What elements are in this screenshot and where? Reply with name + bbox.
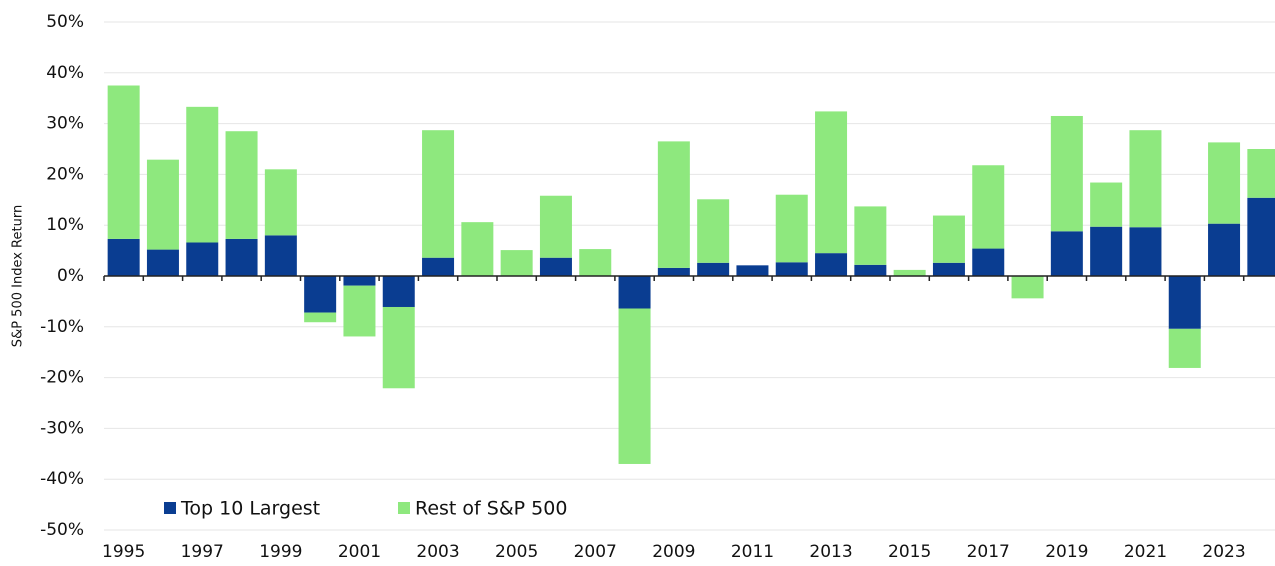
bar-segment — [1208, 223, 1241, 276]
bar-segment — [304, 276, 337, 313]
x-tick-label: 2023 — [1202, 542, 1245, 562]
legend-swatch — [164, 502, 176, 514]
y-axis-label: S&P 500 Index Return — [11, 205, 26, 347]
bar-segment — [422, 257, 455, 276]
bar-segment — [382, 306, 415, 389]
y-tick-label: 30% — [46, 114, 84, 134]
bar-segment — [343, 276, 376, 286]
x-tick-label: 2003 — [416, 542, 459, 562]
bar-segment — [972, 165, 1005, 249]
y-tick-label: -40% — [40, 469, 84, 489]
x-tick-label: 1997 — [181, 542, 224, 562]
bar-segment — [382, 276, 415, 307]
bar-segment — [854, 206, 887, 265]
bar-segment — [1129, 227, 1162, 276]
x-tick-label: 2021 — [1124, 542, 1167, 562]
bar-segment — [775, 262, 808, 276]
bar-segment — [697, 262, 730, 276]
x-tick-label: 2011 — [731, 542, 774, 562]
bar-segment — [1168, 276, 1201, 329]
bar-segment — [579, 249, 612, 276]
y-tick-label: 40% — [46, 63, 84, 83]
bar-segment — [1090, 226, 1123, 276]
y-tick-label: -10% — [40, 317, 84, 337]
bar-segment — [225, 238, 258, 276]
bar-segment — [893, 269, 926, 276]
bar-segment — [304, 312, 337, 323]
y-tick-label: -20% — [40, 368, 84, 388]
x-tick-label: 2005 — [495, 542, 538, 562]
bar-segment — [186, 106, 219, 243]
y-tick-label: -50% — [40, 520, 84, 540]
x-tick-label: 2009 — [652, 542, 695, 562]
y-tick-label: 50% — [46, 12, 84, 32]
y-tick-label: -30% — [40, 418, 84, 438]
bar-segment — [186, 242, 219, 276]
x-tick-label: 2007 — [574, 542, 617, 562]
bar-segment — [539, 195, 572, 258]
bar-segment — [107, 85, 140, 239]
bar-segment — [264, 169, 297, 236]
x-tick-label: 2017 — [967, 542, 1010, 562]
bar-segment — [932, 215, 965, 263]
bar-segment — [1208, 142, 1241, 224]
bar-segment — [932, 262, 965, 276]
legend-swatch — [398, 502, 410, 514]
bar-segment — [461, 222, 494, 276]
bar-segment — [146, 249, 179, 276]
bar-segment — [1129, 130, 1162, 228]
bar-segment — [775, 194, 808, 263]
bar-segment — [618, 308, 651, 464]
bar-segment — [1050, 231, 1083, 276]
bar-segment — [657, 141, 690, 268]
bar-segment — [697, 199, 730, 263]
x-tick-label: 1999 — [259, 542, 302, 562]
bar-segment — [146, 159, 179, 250]
bar-segment — [107, 238, 140, 276]
y-tick-label: 0% — [57, 266, 84, 286]
bar-segment — [1168, 328, 1201, 368]
bar-segment — [422, 130, 455, 258]
legend-label: Top 10 Largest — [180, 498, 320, 520]
bar-segment — [225, 131, 258, 239]
bar-segment — [736, 265, 769, 276]
bar-segment — [1247, 197, 1275, 276]
bar-segment — [1011, 276, 1044, 299]
bar-segment — [854, 264, 887, 276]
bar-segment — [972, 248, 1005, 276]
x-tick-label: 2013 — [809, 542, 852, 562]
bar-segment — [1050, 115, 1083, 232]
bar-segment — [815, 253, 848, 276]
bar-segment — [343, 285, 376, 337]
bar-segment — [1247, 149, 1275, 198]
x-tick-label: 2001 — [338, 542, 381, 562]
x-tick-label: 2019 — [1045, 542, 1088, 562]
x-tick-label: 1995 — [102, 542, 145, 562]
bar-segment — [657, 267, 690, 276]
bar-segment — [1090, 182, 1123, 227]
bar-segment — [500, 250, 533, 276]
x-tick-label: 2015 — [888, 542, 931, 562]
y-tick-label: 20% — [46, 164, 84, 184]
bar-segment — [264, 235, 297, 276]
bar-segment — [618, 276, 651, 309]
y-tick-label: 10% — [46, 215, 84, 235]
bar-segment — [539, 257, 572, 276]
bar-segment — [815, 111, 848, 254]
legend-label: Rest of S&P 500 — [415, 498, 567, 520]
